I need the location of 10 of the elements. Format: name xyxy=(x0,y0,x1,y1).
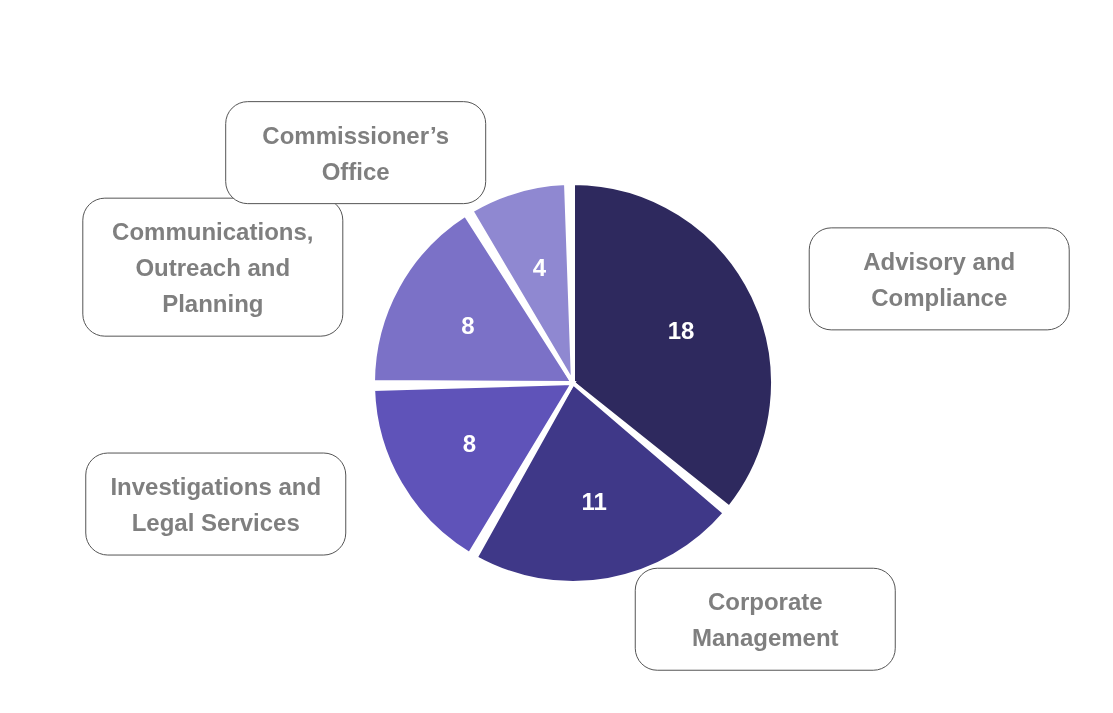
slice-label: Advisory and Compliance xyxy=(863,247,1016,311)
data-label: 8 xyxy=(461,311,475,339)
slice-label: Investigations and Legal Services xyxy=(110,472,322,536)
data-label: 11 xyxy=(581,487,607,515)
data-label: 18 xyxy=(667,317,695,345)
data-label: 4 xyxy=(532,254,547,282)
data-label: 8 xyxy=(462,430,477,458)
slice-label: Commissioner’s Office xyxy=(262,121,450,185)
slice-label: Corporate Management xyxy=(691,587,839,651)
slice-label: Communications, Outreach and Planning xyxy=(112,217,314,317)
